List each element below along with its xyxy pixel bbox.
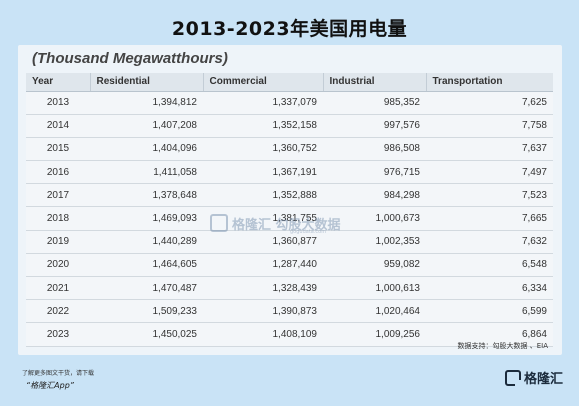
cell-industrial: 959,082: [323, 253, 426, 278]
page-title: 2013-2023年美国用电量: [171, 18, 408, 40]
watermark: 格隆汇 勾股大数据 gogudata.com: [210, 205, 370, 241]
cell-industrial: 985,352: [323, 91, 426, 115]
cell-residential: 1,470,487: [90, 276, 203, 301]
table-row: 2018 1,469,093 1,381,755 1,000,673 7,665: [26, 206, 553, 231]
table-row: 2020 1,464,605 1,287,440 959,082 6,548: [26, 253, 553, 278]
cell-year: 2016: [26, 160, 90, 185]
table-row: 2015 1,404,096 1,360,752 986,508 7,637: [26, 137, 553, 162]
cell-residential: 1,407,208: [90, 114, 203, 138]
cell-year: 2023: [26, 322, 90, 347]
table-row: 2022 1,509,233 1,390,873 1,020,464 6,599: [26, 299, 553, 324]
table-row: 2014 1,407,208 1,352,158 997,576 7,758: [26, 114, 553, 138]
cell-residential: 1,509,233: [90, 299, 203, 324]
cell-commercial: 1,360,877: [203, 230, 323, 254]
cell-commercial: 1,367,191: [203, 160, 323, 185]
app-name: “格隆汇App”: [26, 381, 74, 390]
electricity-table: Year Residential Commercial Industrial T…: [26, 73, 553, 347]
data-source: 数据支持：勾股大数据 、EIA: [457, 342, 548, 350]
cell-residential: 1,464,605: [90, 253, 203, 278]
cell-transportation: 6,548: [426, 253, 553, 278]
cell-commercial: 1,352,158: [203, 114, 323, 138]
table-row: 2023 1,450,025 1,408,109 1,009,256 6,864: [26, 322, 553, 347]
cell-year: 2019: [26, 230, 90, 254]
cell-commercial: 1,328,439: [203, 276, 323, 301]
cell-transportation: 6,864: [426, 322, 553, 347]
cell-residential: 1,378,648: [90, 183, 203, 208]
cell-commercial: 1,360,752: [203, 137, 323, 162]
table-row: 2021 1,470,487 1,328,439 1,000,613 6,334: [26, 276, 553, 301]
cell-industrial: 986,508: [323, 137, 426, 162]
cell-year: 2020: [26, 253, 90, 278]
cell-commercial: 1,390,873: [203, 299, 323, 324]
brand-g-icon: [504, 369, 522, 387]
units-subtitle: (Thousand Megawatthours): [32, 50, 228, 67]
watermark-logo-icon: [210, 214, 228, 232]
cell-industrial: 976,715: [323, 160, 426, 185]
cell-commercial: 1,381,755: [203, 206, 323, 231]
cell-residential: 1,440,289: [90, 230, 203, 254]
cell-transportation: 7,637: [426, 137, 553, 162]
cell-transportation: 7,758: [426, 114, 553, 138]
cell-residential: 1,450,025: [90, 322, 203, 347]
cell-year: 2014: [26, 114, 90, 138]
cell-commercial: 1,287,440: [203, 253, 323, 278]
header-transportation: Transportation: [426, 73, 553, 92]
header-industrial: Industrial: [323, 73, 427, 92]
cell-residential: 1,469,093: [90, 206, 203, 231]
header-year: Year: [26, 73, 91, 92]
brand-logo: 格隆汇: [504, 368, 563, 387]
brand-text: 格隆汇: [523, 372, 563, 387]
cell-commercial: 1,352,888: [203, 183, 323, 208]
cell-industrial: 984,298: [323, 183, 426, 208]
cell-year: 2021: [26, 276, 90, 301]
cell-transportation: 7,625: [426, 91, 553, 115]
cell-residential: 1,404,096: [90, 137, 203, 162]
cell-transportation: 7,632: [426, 230, 553, 254]
cell-year: 2022: [26, 299, 90, 324]
header-row: Year Residential Commercial Industrial T…: [26, 73, 553, 92]
cell-industrial: 1,009,256: [323, 322, 426, 347]
cell-year: 2013: [26, 91, 90, 115]
cell-year: 2018: [26, 206, 90, 231]
cell-residential: 1,411,058: [90, 160, 203, 185]
cell-commercial: 1,337,079: [203, 91, 323, 115]
download-hint: 了解更多图文干货，请下载: [22, 370, 95, 377]
table-card: (Thousand Megawatthours) Year Residentia…: [18, 45, 562, 355]
cell-industrial: 1,000,613: [323, 276, 426, 301]
header-residential: Residential: [90, 73, 204, 92]
cell-transportation: 7,497: [426, 160, 553, 185]
cell-transportation: 7,665: [426, 206, 553, 231]
cell-industrial: 997,576: [323, 114, 426, 138]
table-row: 2013 1,394,812 1,337,079 985,352 7,625: [26, 91, 553, 115]
cell-industrial: 1,000,673: [323, 206, 426, 231]
cell-commercial: 1,408,109: [203, 322, 323, 347]
header-commercial: Commercial: [203, 73, 324, 92]
cell-year: 2015: [26, 137, 90, 162]
cell-residential: 1,394,812: [90, 91, 203, 115]
cell-year: 2017: [26, 183, 90, 208]
cell-transportation: 6,599: [426, 299, 553, 324]
cell-industrial: 1,020,464: [323, 299, 426, 324]
table-row: 2019 1,440,289 1,360,877 1,002,353 7,632: [26, 230, 553, 254]
table-row: 2017 1,378,648 1,352,888 984,298 7,523: [26, 183, 553, 208]
cell-transportation: 6,334: [426, 276, 553, 301]
cell-industrial: 1,002,353: [323, 230, 426, 254]
watermark-text: 格隆汇 勾股大数据: [232, 217, 341, 233]
cell-transportation: 7,523: [426, 183, 553, 208]
table-row: 2016 1,411,058 1,367,191 976,715 7,497: [26, 160, 553, 185]
watermark-subtext: gogudata.com: [290, 229, 327, 235]
